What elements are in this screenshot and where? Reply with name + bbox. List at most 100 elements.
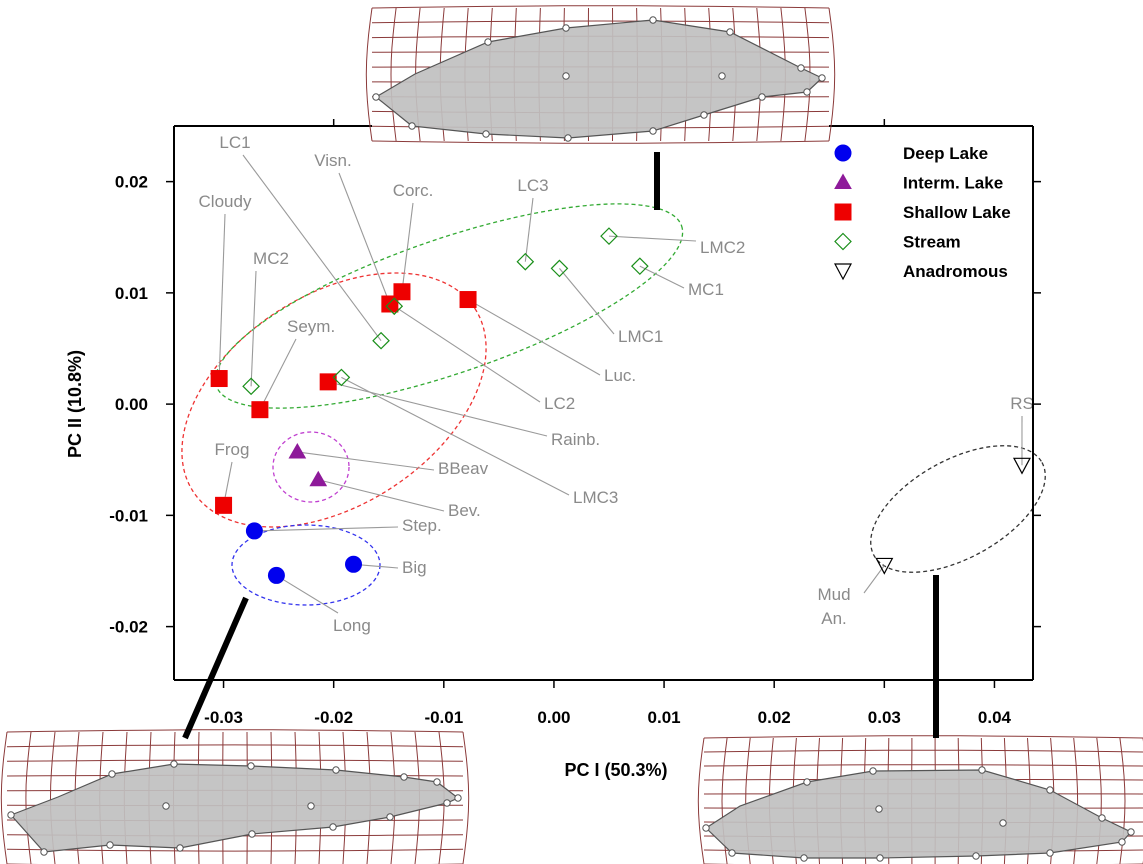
leader-mc1 bbox=[639, 265, 685, 289]
deformation-grid-icon bbox=[703, 735, 1143, 739]
deformation-grid-icon bbox=[365, 7, 373, 142]
point-label-bev: Bev. bbox=[448, 501, 481, 520]
y-tick-label: 0.02 bbox=[115, 173, 148, 192]
point-big bbox=[345, 555, 363, 573]
point-label-lc3: LC3 bbox=[517, 176, 548, 195]
landmark-dot bbox=[818, 74, 826, 82]
landmark-dot bbox=[797, 64, 805, 72]
x-tick-label: 0.01 bbox=[648, 708, 681, 727]
deformation-grid-icon bbox=[371, 140, 830, 144]
legend-label: Deep Lake bbox=[903, 144, 988, 163]
point-frog bbox=[215, 496, 233, 514]
landmark-dot bbox=[443, 799, 451, 807]
leader-long bbox=[276, 574, 339, 614]
leader-seym bbox=[259, 338, 297, 410]
landmark-dot bbox=[700, 111, 708, 119]
point-bbeav bbox=[288, 442, 307, 459]
x-tick-label: -0.03 bbox=[204, 708, 243, 727]
leader-lc2 bbox=[393, 305, 541, 403]
point-label-mc1: MC1 bbox=[688, 280, 724, 299]
point-bev bbox=[309, 470, 328, 487]
deformation-grid-icon bbox=[6, 729, 464, 733]
fish-body-outline bbox=[374, 19, 824, 139]
y-tick-label: 0.01 bbox=[115, 284, 148, 303]
point-label-bbeav: BBeav bbox=[438, 459, 489, 478]
deformation-grid-icon bbox=[0, 731, 8, 864]
point-label-frog: Frog bbox=[215, 440, 250, 459]
point-label-lmc1: LMC1 bbox=[618, 327, 663, 346]
landmark-dot bbox=[372, 93, 380, 101]
point-label-rs: RS bbox=[1010, 394, 1034, 413]
landmark-dot bbox=[40, 848, 48, 856]
shape-panel-bottom-left bbox=[0, 729, 470, 864]
point-label-mud-an: Mud bbox=[817, 585, 850, 604]
leader-mud-an bbox=[863, 565, 885, 594]
landmark-dot bbox=[875, 805, 883, 813]
deformation-grid-icon bbox=[462, 731, 470, 864]
data-points bbox=[210, 227, 1031, 584]
landmark-dot bbox=[108, 770, 116, 778]
landmark-dot bbox=[386, 813, 394, 821]
deformation-grid-icon bbox=[371, 20, 830, 24]
point-lc1 bbox=[372, 331, 390, 350]
group-ellipses bbox=[181, 203, 1046, 606]
point-label-lmc3: LMC3 bbox=[573, 488, 618, 507]
point-seym bbox=[251, 401, 269, 419]
landmark-dot bbox=[1046, 849, 1054, 857]
x-tick-label: 0.02 bbox=[758, 708, 791, 727]
deformation-grid-icon bbox=[371, 5, 830, 9]
leader-cloudy bbox=[218, 213, 226, 379]
point-mc2 bbox=[242, 377, 260, 396]
deformation-grid-icon bbox=[6, 848, 464, 852]
deformation-grid-icon bbox=[697, 737, 705, 864]
point-label-lc2: LC2 bbox=[544, 394, 575, 413]
ellipse-anadromous bbox=[870, 445, 1046, 573]
deformation-grid-icon bbox=[390, 7, 397, 142]
landmark-dot bbox=[176, 844, 184, 852]
y-tick-label: -0.02 bbox=[109, 618, 148, 637]
landmark-dot bbox=[649, 16, 657, 24]
ellipse-stream bbox=[214, 203, 684, 409]
legend-label: Anadromous bbox=[903, 262, 1008, 281]
landmark-dot bbox=[332, 766, 340, 774]
landmark-dot bbox=[484, 38, 492, 46]
point-mc1 bbox=[630, 257, 649, 276]
landmark-dot bbox=[978, 766, 986, 774]
leader-lmc1 bbox=[559, 268, 615, 335]
landmark-dot bbox=[869, 767, 877, 775]
point-mud-an bbox=[875, 557, 894, 575]
point-lmc3 bbox=[332, 368, 351, 387]
leader-lc3 bbox=[524, 197, 534, 262]
landmark-dot bbox=[162, 802, 170, 810]
point-lc3 bbox=[516, 252, 535, 271]
landmark-dot bbox=[702, 824, 710, 832]
landmark-dot bbox=[433, 778, 441, 786]
leader-mc2 bbox=[250, 270, 257, 387]
deformation-grid-icon bbox=[6, 744, 464, 748]
point-label-rainb: Rainb. bbox=[551, 430, 600, 449]
leader-lc1 bbox=[242, 154, 382, 342]
point-label-corc: Corc. bbox=[393, 181, 434, 200]
landmark-dot bbox=[803, 88, 811, 96]
y-tick-label: 0.00 bbox=[115, 395, 148, 414]
landmark-dot bbox=[1127, 828, 1135, 836]
legend-marker-4 bbox=[834, 263, 852, 281]
point-luc bbox=[459, 291, 477, 309]
point-corc bbox=[393, 283, 411, 301]
landmark-dot bbox=[1118, 838, 1126, 846]
point-lmc1 bbox=[550, 259, 569, 278]
axis-ticks: -0.03 -0.02 -0.01 0.00 0.01 0.02 0.03 0.04 -0.02… bbox=[109, 119, 1041, 727]
x-tick-label: -0.01 bbox=[424, 708, 463, 727]
x-tick-label: -0.02 bbox=[314, 708, 353, 727]
legend-label: Shallow Lake bbox=[903, 203, 1011, 222]
landmark-dot bbox=[247, 762, 255, 770]
landmark-dot bbox=[562, 24, 570, 32]
point-lc2 bbox=[385, 297, 404, 316]
point-step bbox=[245, 522, 263, 540]
legend: Deep Lake Interm. Lake Shallow Lake Stream A… bbox=[834, 144, 1011, 281]
landmark-dot bbox=[408, 122, 416, 130]
leader-step bbox=[254, 526, 399, 532]
landmark-dot bbox=[454, 794, 462, 802]
legend-label: Interm. Lake bbox=[903, 174, 1003, 193]
landmark-dot bbox=[562, 72, 570, 80]
